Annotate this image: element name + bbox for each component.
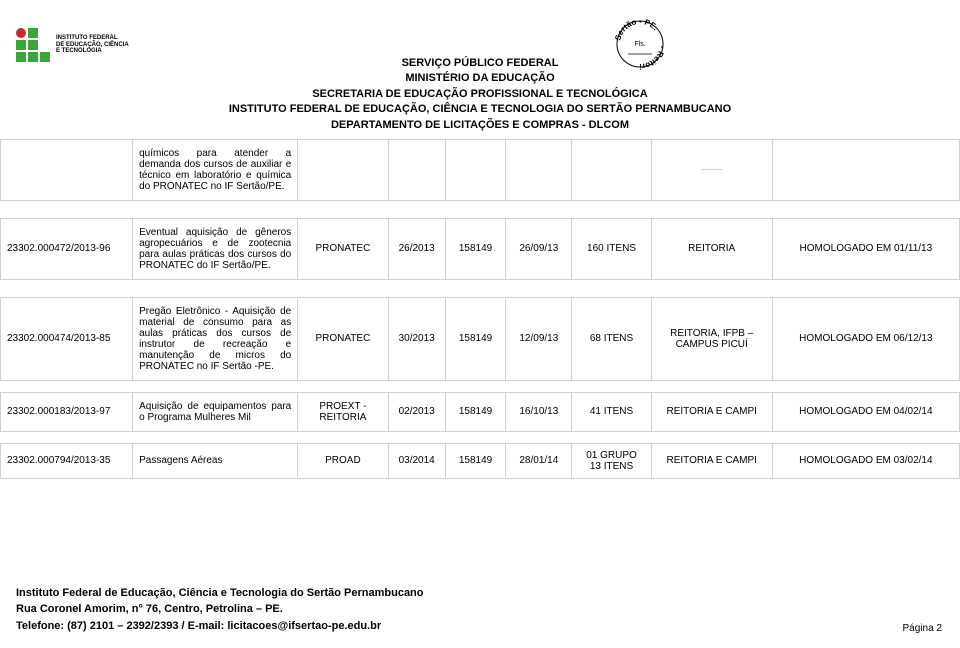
table-cell: REITORIA, IFPB – CAMPUS PICUÍ [651, 297, 772, 380]
table-row: 23302.000474/2013-85Pregão Eletrônico - … [1, 297, 960, 380]
header-line4: INSTITUTO FEDERAL DE EDUCAÇÃO, CIÊNCIA E… [0, 102, 960, 117]
table-cell: REITORIA E CAMPI [651, 443, 772, 478]
page-header: INSTITUTO FEDERAL DE EDUCAÇÃO, CIÊNCIA E… [0, 0, 960, 133]
table-cell: HOMOLOGADO EM 06/12/13 [772, 297, 959, 380]
table-row: 23302.000472/2013-96Eventual aquisição d… [1, 218, 960, 279]
footer-line3: Telefone: (87) 2101 – 2392/2393 / E-mail… [16, 618, 424, 635]
table-cell: ------- [651, 139, 772, 200]
table-cell: 03/2014 [388, 443, 445, 478]
logo-text: INSTITUTO FEDERAL DE EDUCAÇÃO, CIÊNCIA E… [56, 35, 129, 55]
table-cell: 160 ITENS [572, 218, 651, 279]
table-cell: 158149 [445, 392, 506, 431]
table-cell [298, 139, 388, 200]
header-line1: SERVIÇO PÚBLICO FEDERAL [0, 56, 960, 71]
table-cell: PROAD [298, 443, 388, 478]
header-line5: DEPARTAMENTO DE LICITAÇÕES E COMPRAS - D… [0, 118, 960, 133]
table-cell: HOMOLOGADO EM 03/02/14 [772, 443, 959, 478]
table-cell: 23302.000474/2013-85 [1, 297, 133, 380]
table-cell: 158149 [445, 297, 506, 380]
header-title-block: SERVIÇO PÚBLICO FEDERAL MINISTÉRIO DA ED… [0, 10, 960, 133]
table-cell: REITORIA [651, 218, 772, 279]
logo-line3: E TECNOLOGIA [56, 48, 129, 55]
table-cell: Aquisição de equipamentos para o Program… [133, 392, 298, 431]
logo-line1: INSTITUTO FEDERAL [56, 35, 129, 42]
row-spacer [1, 380, 960, 392]
table-cell: 23302.000183/2013-97 [1, 392, 133, 431]
logo-line2: DE EDUCAÇÃO, CIÊNCIA [56, 42, 129, 49]
table-cell: 12/09/13 [506, 297, 572, 380]
footer-line1: Instituto Federal de Educação, Ciência e… [16, 585, 424, 602]
svg-text:Fls.: Fls. [634, 41, 645, 48]
table-cell: PROEXT - REITORIA [298, 392, 388, 431]
table-cell: PRONATEC [298, 297, 388, 380]
table-cell: Passagens Aéreas [133, 443, 298, 478]
table-cell: PRONATEC [298, 218, 388, 279]
table-cell: 158149 [445, 443, 506, 478]
footer-line2: Rua Coronel Amorim, n° 76, Centro, Petro… [16, 601, 424, 618]
table-cell [772, 139, 959, 200]
header-line3: SECRETARIA DE EDUCAÇÃO PROFISSIONAL E TE… [0, 87, 960, 102]
table-row: 23302.000183/2013-97Aquisição de equipam… [1, 392, 960, 431]
svg-text:Sertão - PE.: Sertão - PE. [613, 17, 660, 41]
header-line2: MINISTÉRIO DA EDUCAÇÃO [0, 71, 960, 86]
row-spacer [1, 200, 960, 218]
table-cell: Pregão Eletrônico - Aquisição de materia… [133, 297, 298, 380]
table-cell [388, 139, 445, 200]
table-cell: Eventual aquisição de gêneros agropecuár… [133, 218, 298, 279]
table-cell: HOMOLOGADO EM 01/11/13 [772, 218, 959, 279]
table-cell: HOMOLOGADO EM 04/02/14 [772, 392, 959, 431]
table-cell: 16/10/13 [506, 392, 572, 431]
page-number: Página 2 [903, 623, 942, 634]
table-cell: 68 ITENS [572, 297, 651, 380]
table-cell: químicos para atender a demanda dos curs… [133, 139, 298, 200]
row-spacer [1, 431, 960, 443]
table-cell [506, 139, 572, 200]
table-cell: 30/2013 [388, 297, 445, 380]
table-cell: 28/01/14 [506, 443, 572, 478]
table-cell: 02/2013 [388, 392, 445, 431]
institute-logo: INSTITUTO FEDERAL DE EDUCAÇÃO, CIÊNCIA E… [16, 28, 129, 62]
licitations-table: químicos para atender a demanda dos curs… [0, 139, 960, 479]
stamp-icon: Sertão - PE. - Reitoria Fls. [610, 10, 670, 70]
table-cell [1, 139, 133, 200]
table-cell [572, 139, 651, 200]
table-row: 23302.000794/2013-35Passagens AéreasPROA… [1, 443, 960, 478]
row-spacer [1, 279, 960, 297]
table-cell: 23302.000472/2013-96 [1, 218, 133, 279]
table-cell: 23302.000794/2013-35 [1, 443, 133, 478]
table-cell: REITORIA E CAMPI [651, 392, 772, 431]
table-cell: 26/09/13 [506, 218, 572, 279]
page-footer: Instituto Federal de Educação, Ciência e… [16, 585, 424, 635]
table-row: químicos para atender a demanda dos curs… [1, 139, 960, 200]
table-cell: 158149 [445, 218, 506, 279]
table-cell [445, 139, 506, 200]
logo-squares-icon [16, 28, 50, 62]
table-cell: 41 ITENS [572, 392, 651, 431]
table-cell: 01 GRUPO13 ITENS [572, 443, 651, 478]
table-cell: 26/2013 [388, 218, 445, 279]
